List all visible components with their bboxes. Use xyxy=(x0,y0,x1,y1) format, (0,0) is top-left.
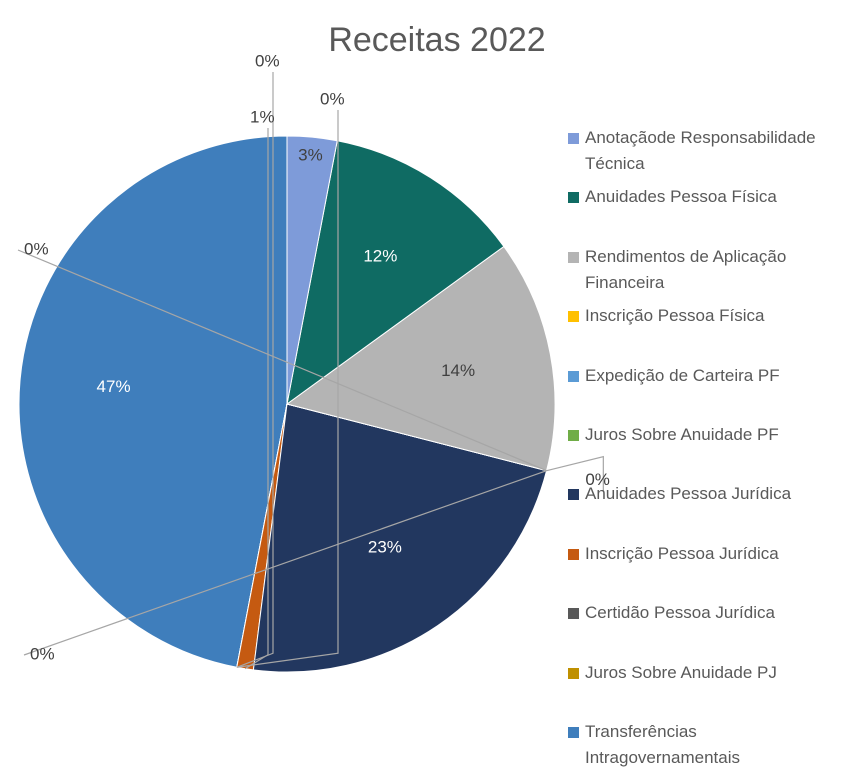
legend-label: Juros Sobre Anuidade PJ xyxy=(585,662,777,682)
legend-label: Inscrição Pessoa Jurídica xyxy=(585,543,779,563)
legend-swatch xyxy=(568,727,579,738)
data-label: 0% xyxy=(585,470,610,489)
legend-swatch xyxy=(568,608,579,620)
pie-slice xyxy=(285,245,556,472)
legend-swatch xyxy=(568,133,579,144)
legend-swatch xyxy=(568,251,579,263)
leader-line xyxy=(236,72,274,668)
legend-label: Expedição de Carteira PF xyxy=(585,365,780,385)
legend-swatch xyxy=(568,192,579,204)
pie-slice xyxy=(286,140,505,406)
pie-slice xyxy=(252,403,548,673)
chart-title: Receitas 2022 xyxy=(328,21,545,59)
legend-entry: Anotaçãode Responsabilidade Técnica xyxy=(568,125,838,177)
legend-label: Rendimentos de Aplicação Financeira xyxy=(585,246,787,292)
data-label: 1% xyxy=(250,107,275,126)
data-label: 3% xyxy=(298,145,323,164)
leader-line xyxy=(546,455,604,491)
data-label: 12% xyxy=(363,246,397,265)
leader-line xyxy=(23,470,547,656)
data-label: 0% xyxy=(24,239,49,258)
legend-entry: Juros Sobre Anuidade PF xyxy=(568,422,838,448)
legend-entry: Anuidades Pessoa Jurídica xyxy=(568,481,838,507)
legend-swatch xyxy=(568,667,579,679)
legend-label: Certidão Pessoa Jurídica xyxy=(585,603,775,623)
legend-entry: Juros Sobre Anuidade PJ xyxy=(568,660,838,686)
legend-swatch xyxy=(568,370,579,382)
legend-entry: Expedição de Carteira PF xyxy=(568,363,838,389)
legend-swatch xyxy=(568,311,579,323)
legend-label: Anuidades Pessoa Jurídica xyxy=(585,484,792,504)
pie-slice xyxy=(286,135,338,405)
legend-label: Anotaçãode Responsabilidade Técnica xyxy=(585,128,816,173)
leader-line xyxy=(244,128,269,670)
legend-label: Inscrição Pessoa Física xyxy=(585,306,765,326)
leader-line xyxy=(236,110,339,668)
data-label: 0% xyxy=(255,51,280,70)
legend-entry: Certidão Pessoa Jurídica xyxy=(568,600,838,626)
legend-entry: Rendimentos de Aplicação Financeira xyxy=(568,244,838,296)
data-label: 0% xyxy=(320,89,345,108)
legend-entry: Inscrição Pessoa Jurídica xyxy=(568,541,838,567)
legend-entry: Inscrição Pessoa Física xyxy=(568,303,838,329)
data-label: 23% xyxy=(368,538,402,557)
legend-label: Transferências Intragovernamentais xyxy=(585,722,740,767)
legend-swatch xyxy=(568,489,579,501)
legend-label: Juros Sobre Anuidade PF xyxy=(585,425,779,444)
leader-line xyxy=(17,249,547,472)
legend-entry: Transferências Intragovernamentais xyxy=(568,719,838,770)
legend-label: Anuidades Pessoa Física xyxy=(585,187,777,207)
legend-swatch xyxy=(568,548,579,560)
pie-slice xyxy=(18,135,288,668)
data-label: 47% xyxy=(97,377,131,396)
legend-swatch xyxy=(568,430,579,441)
data-label: 14% xyxy=(441,361,475,380)
data-label: 0% xyxy=(30,644,55,663)
legend-entry: Anuidades Pessoa Física xyxy=(568,184,838,210)
